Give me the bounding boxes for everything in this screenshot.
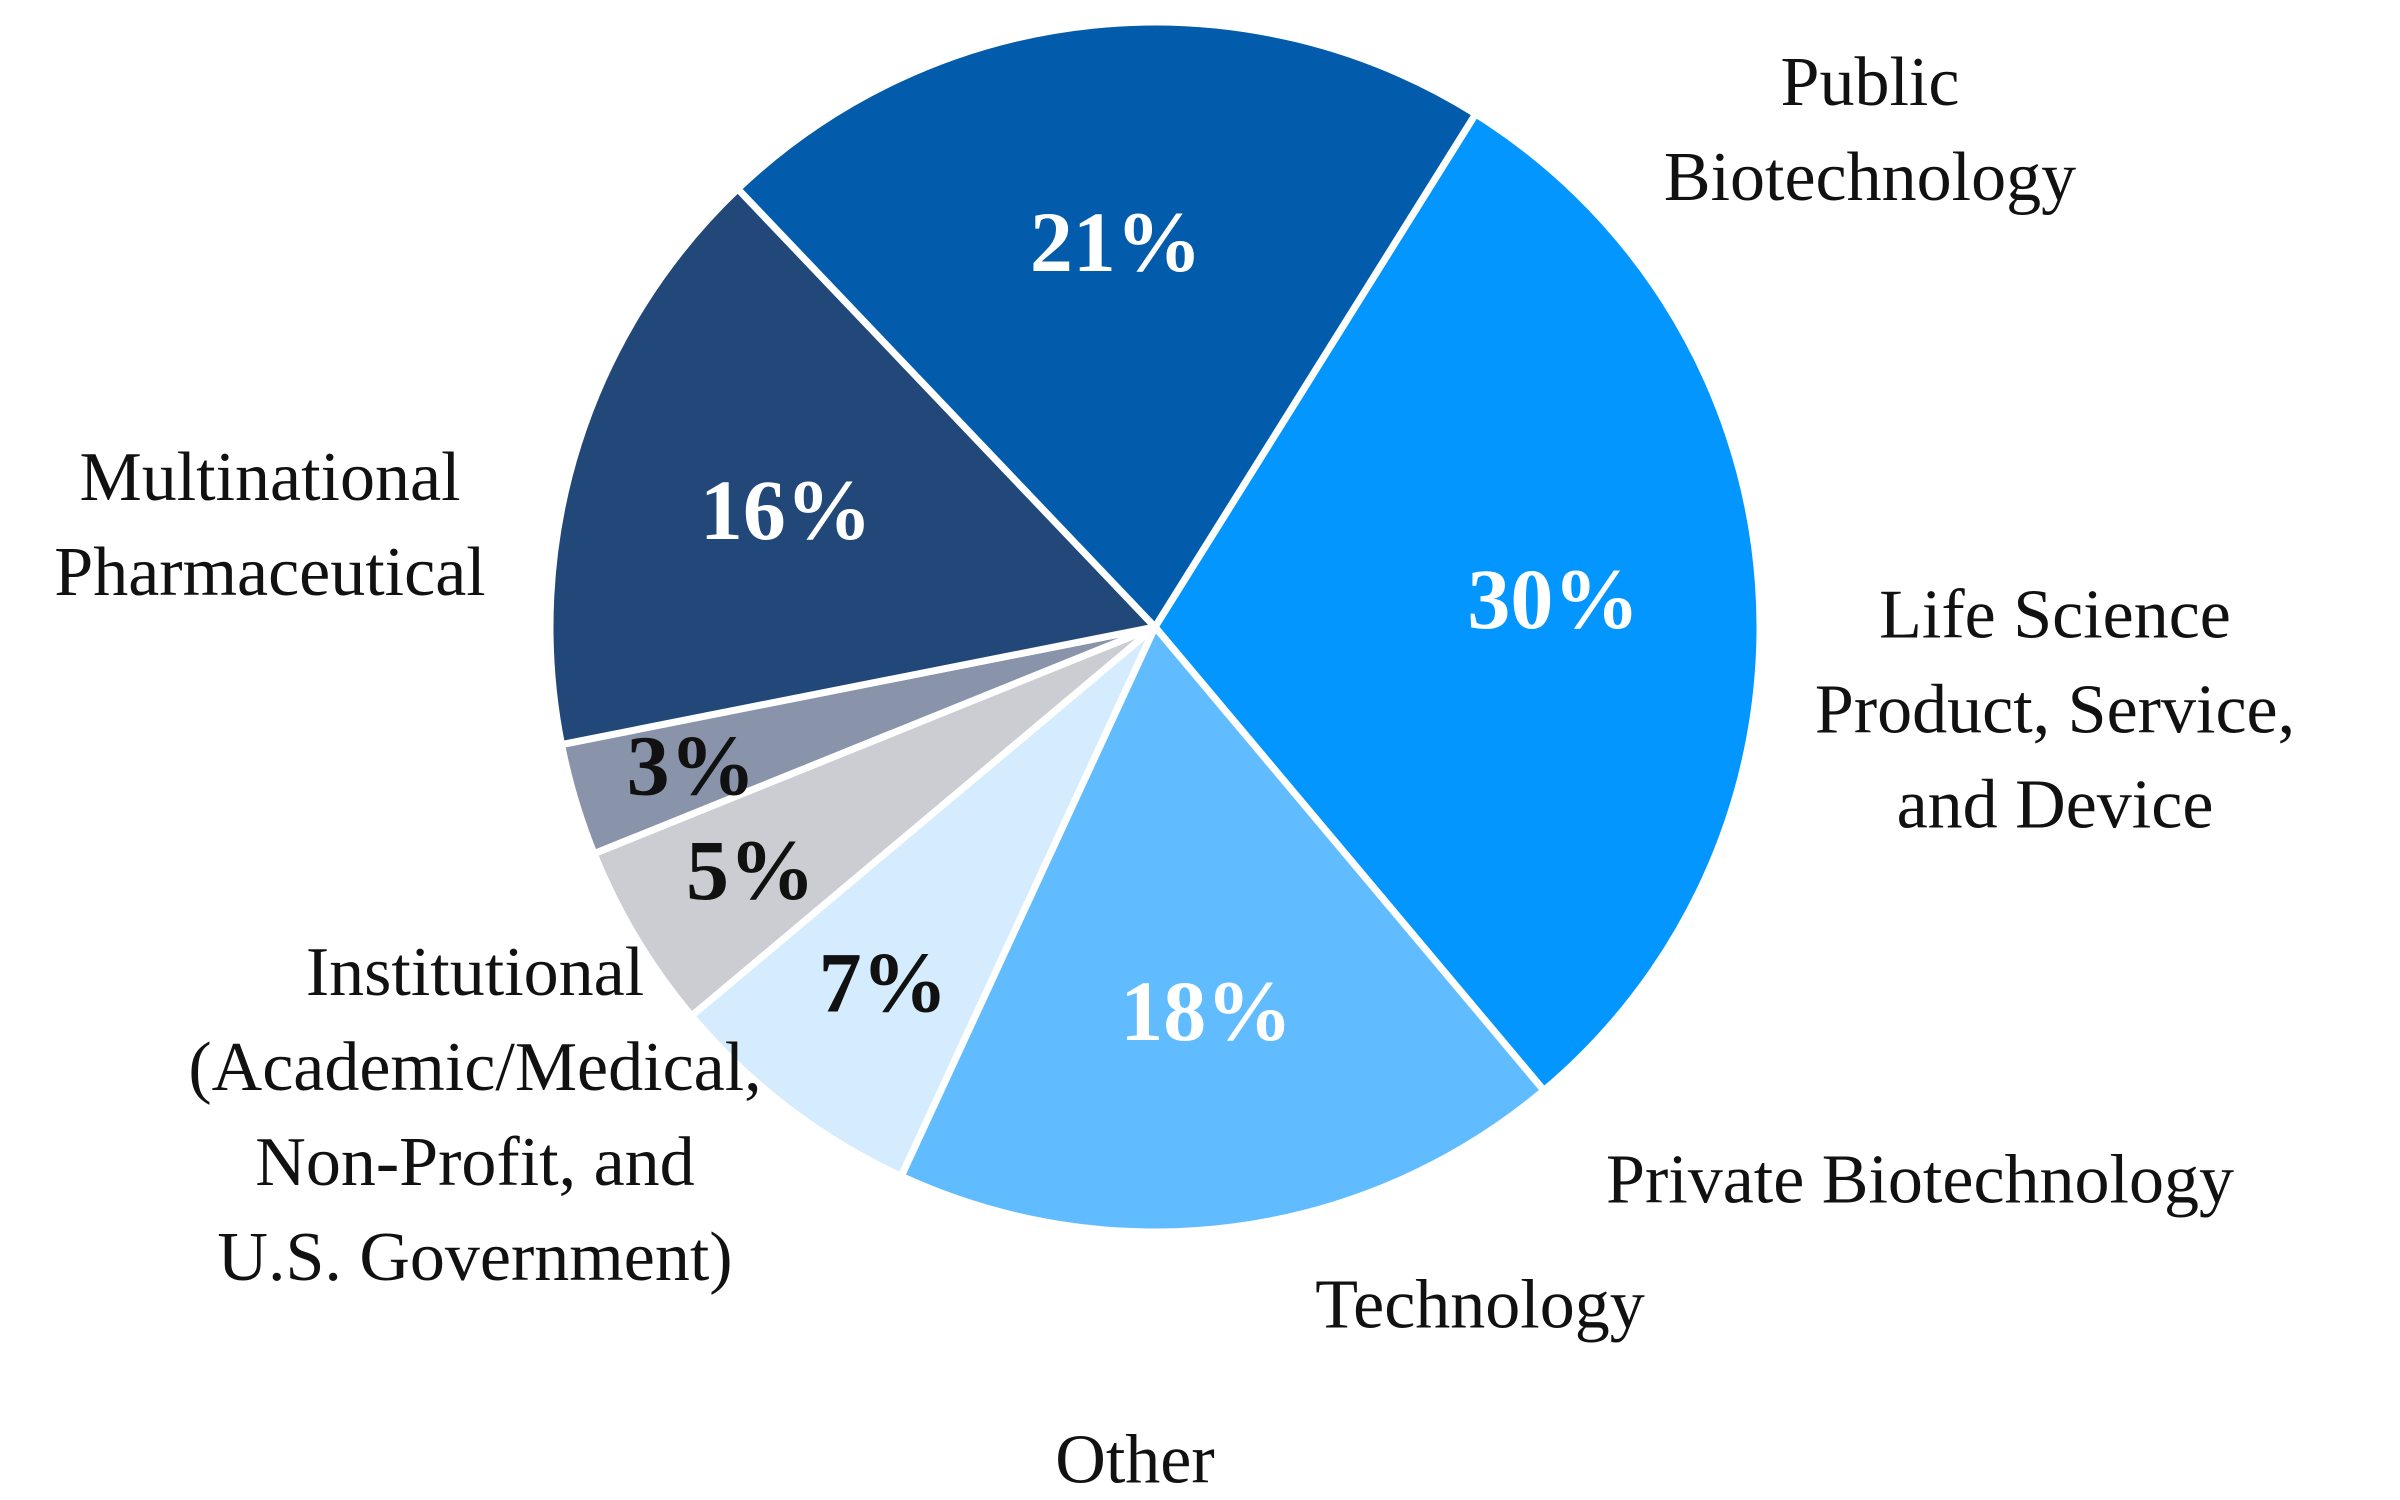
slice-category-label: Multinational Pharmaceutical xyxy=(54,439,485,611)
slice-value-label: 21% xyxy=(1030,194,1202,290)
slice-category-label-line: Institutional xyxy=(306,934,644,1011)
slice-category-label-line: (Academic/Medical, xyxy=(188,1029,761,1106)
slice-category-label-line: Other xyxy=(1055,1422,1214,1499)
slice-value-label: 5% xyxy=(686,822,815,918)
slice-category-label: Technology xyxy=(1315,1267,1644,1344)
pie-slice-multinational-pharmaceutical xyxy=(734,18,1480,631)
slice-category-label-line: U.S. Government) xyxy=(217,1219,732,1296)
slice-category-label-line: and Device xyxy=(1897,767,2214,844)
slice-category-label-line: Pharmaceutical xyxy=(54,534,485,611)
slice-category-label-line: Non-Profit, and xyxy=(255,1124,694,1201)
slice-category-label: Institutional (Academic/Medical, Non-Profi… xyxy=(188,934,761,1296)
slice-category-label-line: Private Biotechnology xyxy=(1606,1142,2234,1219)
slice-category-label-line: Multinational xyxy=(79,439,460,516)
pie-slice-private-biotechnology xyxy=(688,623,1159,1180)
slice-value-label: 3% xyxy=(627,717,756,813)
pie-slice-public-biotechnology xyxy=(1151,110,1764,1094)
slice-category-label: Public Biotechnology xyxy=(1664,44,2076,216)
slice-value-label: 7% xyxy=(819,935,948,1031)
slice-value-label: 30% xyxy=(1467,551,1639,647)
pie-slice-technology xyxy=(590,623,1159,1020)
slice-category-label: Life Science Product, Service, and Device xyxy=(1815,577,2295,844)
slice-category-label: Other xyxy=(1055,1422,1214,1499)
pie-slice-institutional-academic-medical-non-profit-and-u-s-government xyxy=(546,185,1159,749)
slice-value-label: 16% xyxy=(700,462,872,558)
slice-category-label-line: Life Science xyxy=(1879,577,2231,654)
slice-category-label-line: Product, Service, xyxy=(1815,672,2295,749)
pie-slice-life-science-product-service-and-device xyxy=(897,623,1548,1236)
slice-category-label-line: Biotechnology xyxy=(1664,139,2076,216)
slice-category-label-line: Technology xyxy=(1315,1267,1644,1344)
slice-category-label: Private Biotechnology xyxy=(1606,1142,2234,1219)
slice-category-label-line: Public xyxy=(1781,44,1960,121)
slice-value-label: 18% xyxy=(1120,963,1292,1059)
